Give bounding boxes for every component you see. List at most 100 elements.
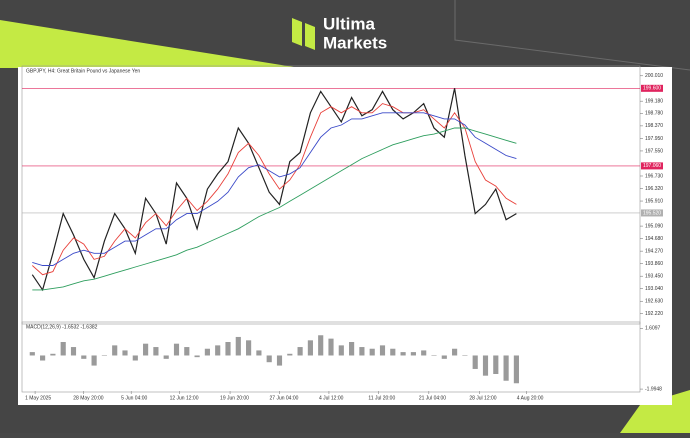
macd-bar [40,355,46,361]
macd-bar [349,342,355,356]
macd-bar [60,342,66,356]
macd-bar [441,355,447,359]
level-tag [641,209,663,217]
panel-title: MACD(12,26,9) -1.6532 -1.6382 [26,324,98,330]
macd-bar [266,355,272,363]
y-tick-label: 193.450 [645,274,663,280]
moving-average [32,112,517,266]
x-tick-label: 4 Jul 12:00 [319,395,344,401]
macd-bar [410,352,416,356]
level-label: 197.060 [643,163,661,169]
macd-bar [132,355,138,361]
x-tick-label: 1 May 2025 [25,395,51,401]
macd-bar [112,345,118,356]
macd-bar [235,336,241,356]
level-label: 195.520 [643,210,661,216]
macd-bar [91,355,97,366]
macd-bar [194,355,200,358]
level-tag [641,162,663,170]
y-tick-label: 196.320 [645,186,663,192]
level-label: 199.600 [643,86,661,92]
x-tick-label: 27 Jun 04:00 [270,395,299,401]
accent-shape [0,20,300,68]
macd-bar [421,350,427,356]
macd-bar [400,352,406,356]
y-tick-label: 192.630 [645,299,663,305]
macd-bar [184,347,190,356]
macd-bar [276,355,283,366]
y-tick-label: 195.090 [645,223,663,229]
macd-bar [101,355,107,356]
panel-frame [21,65,641,325]
macd-bar [472,355,478,369]
logo: Ultima Markets [292,14,387,52]
macd-bar [482,355,489,376]
macd-bar [215,345,221,356]
macd-bar [225,342,231,356]
y-tick-label: -1.9948 [645,386,662,392]
brand-line: Markets [323,33,387,52]
y-tick-label: 193.040 [645,286,663,292]
x-tick-label: 19 Jun 20:00 [220,395,249,401]
x-tick-label: 28 Jul 12:00 [469,395,496,401]
macd-bar [143,343,149,356]
y-tick-label: 193.860 [645,261,663,267]
accent-shape [620,390,690,433]
level-tag [641,84,663,92]
macd-bar [256,350,262,356]
moving-average [32,127,517,291]
macd-bar [503,355,509,381]
macd-bar [462,355,468,356]
macd-bar [379,345,386,356]
brand-line: Ultima [323,14,376,33]
macd-bar [287,353,293,356]
macd-bar [359,347,365,356]
macd-bar [29,352,35,356]
macd-bar [431,355,437,356]
y-tick-label: 198.370 [645,123,663,129]
macd-bar [493,355,499,374]
macd-bar [297,347,303,356]
macd-bar [328,338,334,356]
x-tick-label: 21 Jul 04:00 [419,395,446,401]
macd-bar [50,353,56,356]
macd-bar [513,355,519,384]
chart-window [18,67,672,405]
x-tick-label: 5 Jun 04:00 [121,395,147,401]
macd-bar [81,355,87,359]
y-tick-label: 200.010 [645,73,663,79]
macd-bar [70,347,77,356]
y-tick-label: 198.780 [645,111,663,117]
macd-bar [246,340,252,356]
macd-bar [318,335,324,356]
macd-bar [173,343,180,356]
macd-bar [122,350,128,356]
macd-bar [390,348,396,356]
plot: GBPJPY, H4: Great Britain Pound vs Japan… [21,65,663,401]
y-tick-label: 192.220 [645,311,663,317]
macd-bar [338,345,344,356]
price-line [31,88,517,292]
macd-bar [153,347,159,356]
y-tick-label: 194.680 [645,236,663,242]
logo-mark [292,18,302,46]
y-tick-label: 197.550 [645,148,663,154]
macd-bar [163,355,169,359]
macd-bar [369,348,375,356]
macd-bar [452,348,458,356]
panel-frame [21,321,641,393]
y-tick-label: 1.6097 [645,326,661,332]
macd-bar [204,348,210,356]
x-tick-label: 28 May 20:00 [73,395,104,401]
x-tick-label: 11 Jul 20:00 [368,395,395,401]
deco-line [454,0,690,71]
x-tick-label: 4 Aug 20:00 [517,395,544,401]
y-tick-label: 197.950 [645,136,663,142]
y-tick-label: 199.180 [645,98,663,104]
logo-mark [305,23,315,50]
y-tick-label: 196.730 [645,173,663,179]
moving-average [32,103,517,276]
x-tick-label: 12 Jun 12:00 [170,395,199,401]
